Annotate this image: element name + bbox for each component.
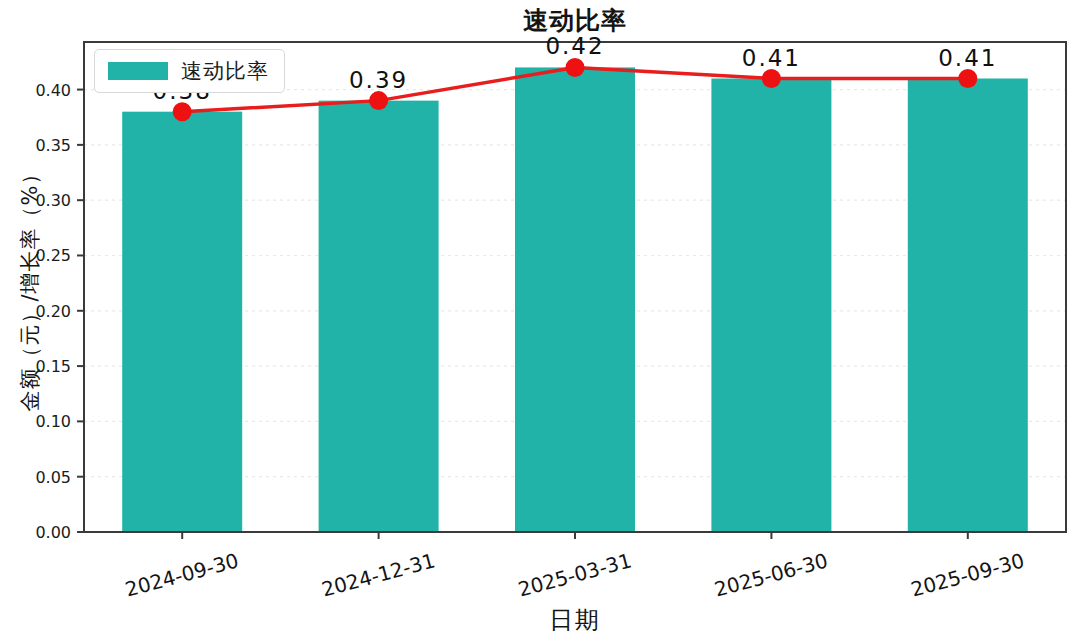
x-tick-label: 2025-03-31 <box>515 548 633 601</box>
y-tick-label: 0.40 <box>35 81 71 100</box>
y-tick-label: 0.35 <box>35 136 71 155</box>
bar <box>122 112 242 532</box>
trend-point <box>173 102 192 121</box>
x-tick-label: 2025-06-30 <box>712 548 830 601</box>
bar <box>515 67 635 532</box>
x-tick-label: 2024-09-30 <box>123 548 241 601</box>
data-label: 0.42 <box>545 33 604 59</box>
x-tick-label: 2024-12-31 <box>319 548 437 601</box>
trend-point <box>762 69 781 88</box>
bar <box>319 101 439 532</box>
data-label: 0.39 <box>349 67 408 93</box>
y-tick-label: 0.05 <box>35 468 71 487</box>
data-label: 0.41 <box>938 45 997 71</box>
trend-point <box>566 58 585 77</box>
trend-point <box>958 69 977 88</box>
chart-plot-svg: 0.000.050.100.150.200.250.300.350.402024… <box>0 0 1080 642</box>
y-tick-label: 0.00 <box>35 523 71 542</box>
chart-canvas: 速动比率 0.000.050.100.150.200.250.300.350.4… <box>0 0 1080 642</box>
trend-point <box>369 91 388 110</box>
legend-label-quick-ratio: 速动比率 <box>181 57 269 85</box>
bar <box>711 79 831 532</box>
x-tick-label: 2025-09-30 <box>908 548 1026 601</box>
x-axis-title: 日期 <box>84 604 1066 636</box>
legend: 速动比率 <box>94 49 285 93</box>
y-tick-label: 0.10 <box>35 412 71 431</box>
y-axis-title: 金额（元）/增长率（%） <box>16 162 44 411</box>
data-label: 0.41 <box>742 45 801 71</box>
legend-swatch-quick-ratio <box>108 62 168 80</box>
bar <box>908 79 1028 532</box>
